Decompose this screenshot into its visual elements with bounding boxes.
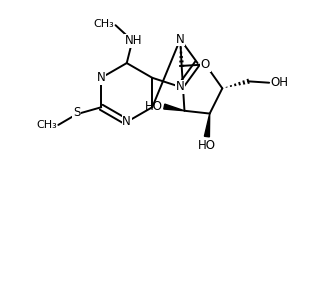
Text: HO: HO: [198, 139, 216, 152]
Text: CH₃: CH₃: [93, 19, 114, 29]
Text: O: O: [201, 58, 210, 71]
Text: N: N: [176, 80, 185, 94]
Text: N: N: [122, 116, 131, 128]
Text: N: N: [97, 71, 106, 84]
Text: OH: OH: [271, 76, 288, 89]
Polygon shape: [164, 104, 184, 111]
Text: HO: HO: [145, 100, 163, 113]
Text: N: N: [176, 33, 185, 46]
Text: NH: NH: [125, 34, 142, 47]
Polygon shape: [204, 114, 210, 137]
Text: S: S: [73, 106, 80, 119]
Text: CH₃: CH₃: [36, 120, 57, 130]
